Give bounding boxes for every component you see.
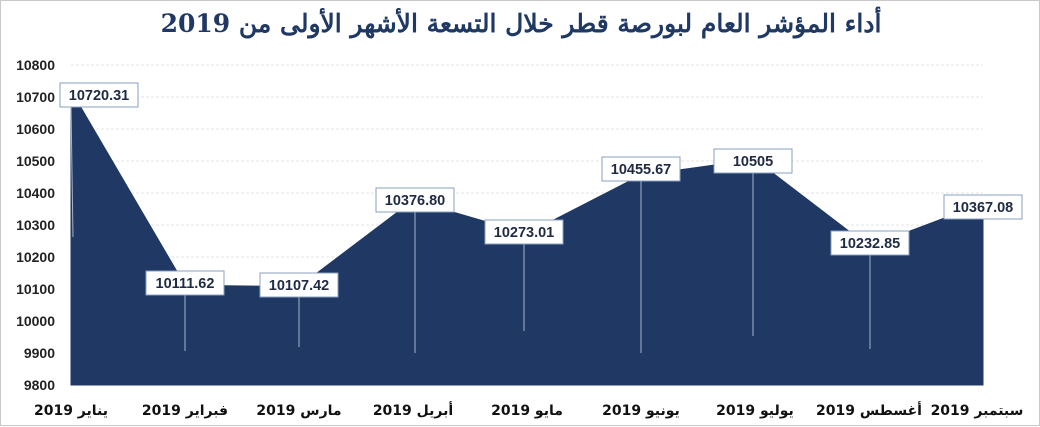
data-label: 10107.42 bbox=[269, 278, 329, 294]
x-category-label: مايو 2019 bbox=[491, 403, 563, 419]
x-category-label: أغسطس 2019 bbox=[816, 401, 922, 419]
y-tick-label: 10800 bbox=[16, 57, 55, 73]
x-category-label: يناير 2019 bbox=[34, 403, 108, 419]
x-category-label: يونيو 2019 bbox=[602, 403, 680, 419]
data-label: 10455.67 bbox=[611, 162, 671, 178]
data-label: 10111.62 bbox=[156, 276, 215, 292]
data-label: 10273.01 bbox=[494, 225, 554, 241]
y-tick-label: 10400 bbox=[16, 185, 55, 201]
data-label: 10367.08 bbox=[953, 200, 1013, 216]
data-label: 10720.31 bbox=[69, 88, 129, 104]
data-label: 10376.80 bbox=[385, 193, 445, 209]
x-axis-categories: يناير 2019 فبراير 2019 مارس 2019 أبريل 2019… bbox=[34, 401, 1023, 419]
y-tick-label: 10000 bbox=[16, 313, 55, 329]
x-category-label: فبراير 2019 bbox=[142, 403, 228, 419]
y-tick-label: 9800 bbox=[24, 377, 55, 393]
x-category-label: مارس 2019 bbox=[256, 403, 341, 419]
y-tick-label: 10100 bbox=[16, 281, 55, 297]
y-tick-label: 9900 bbox=[24, 345, 55, 361]
x-category-label: سبتمبر 2019 bbox=[931, 403, 1024, 419]
y-axis-ticks: 9800 9900 10000 10100 10200 10300 10400 10500 10… bbox=[16, 57, 55, 393]
y-tick-label: 10200 bbox=[16, 249, 55, 265]
y-tick-label: 10500 bbox=[16, 153, 55, 169]
y-tick-label: 10600 bbox=[16, 121, 55, 137]
x-category-label: يوليو 2019 bbox=[716, 403, 794, 419]
x-category-label: أبريل 2019 bbox=[373, 401, 453, 419]
y-tick-label: 10700 bbox=[16, 89, 55, 105]
y-tick-label: 10300 bbox=[16, 217, 55, 233]
data-label: 10232.85 bbox=[840, 236, 900, 252]
data-label: 10505 bbox=[733, 154, 773, 170]
